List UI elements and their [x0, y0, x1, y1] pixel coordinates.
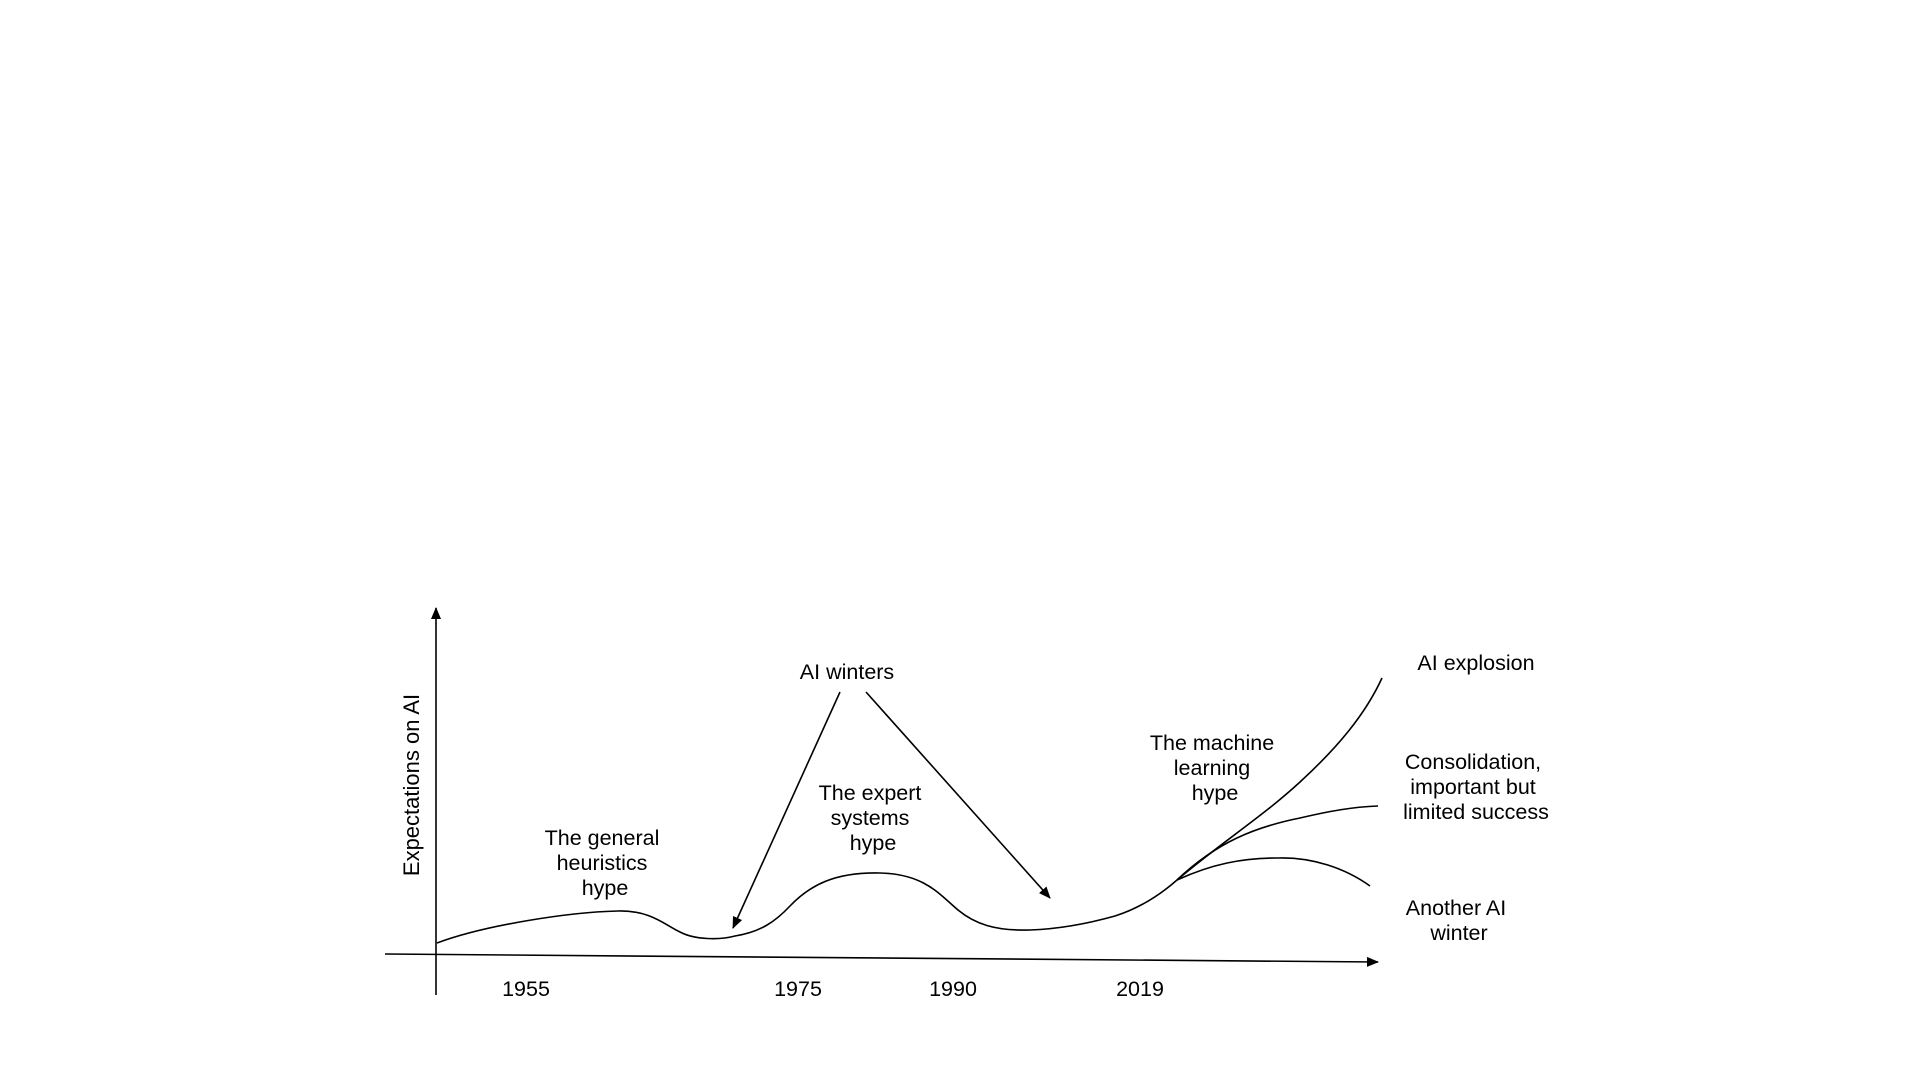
ai-winters-label: AI winters	[800, 660, 894, 684]
x-axis	[384, 953, 1379, 967]
ai-explosion-label: AI explosion	[1417, 651, 1534, 675]
x-tick-label: 1955	[502, 977, 550, 1001]
x-tick-label: 1975	[774, 977, 822, 1001]
x-tick-label: 2019	[1116, 977, 1164, 1001]
ai-winters-arrow-right	[865, 691, 1051, 899]
another-ai-winter-curve	[1176, 857, 1371, 887]
machine-learning-label: The machine learning hype	[1150, 731, 1280, 805]
y-axis-label: Expectations on AI	[399, 694, 424, 876]
consolidation-label: Consolidation, important but limited suc…	[1403, 750, 1549, 824]
another-ai-winter-label: Another AI winter	[1406, 896, 1512, 945]
expectations-curve	[436, 872, 1178, 944]
expert-systems-label: The expert systems hype	[819, 781, 928, 855]
x-tick-label: 1990	[929, 977, 977, 1001]
general-heuristics-label: The general heuristics hype	[545, 826, 666, 900]
ai-winters-arrow-left	[732, 691, 841, 929]
consolidation-curve	[1176, 805, 1379, 881]
